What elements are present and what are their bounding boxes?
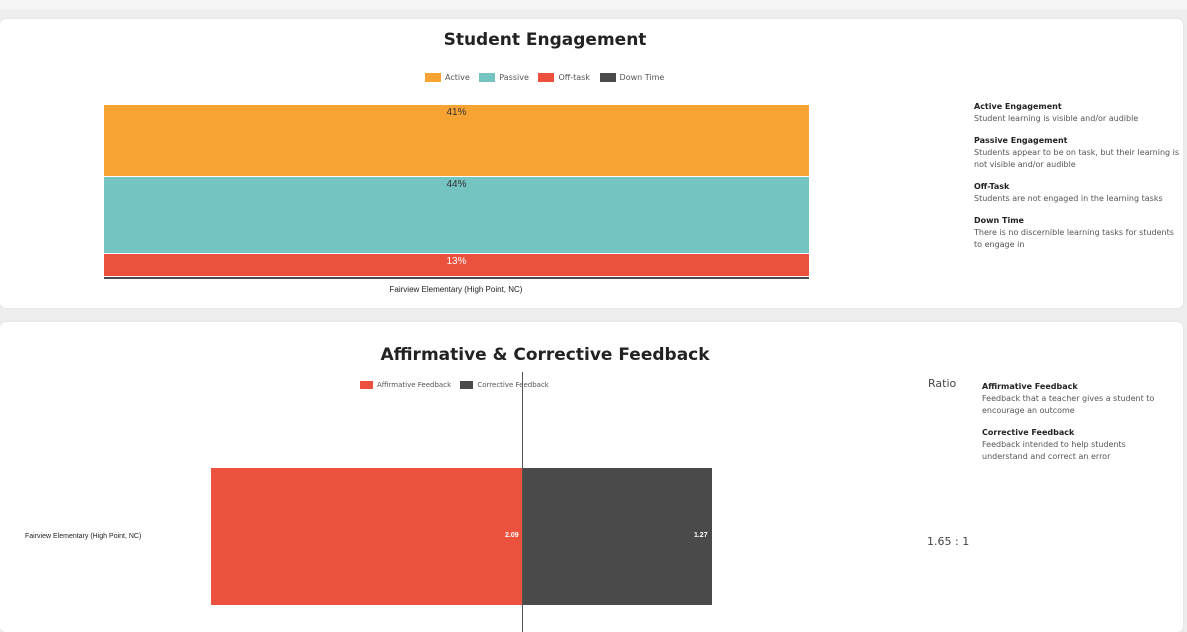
engagement-data-label: 13% bbox=[446, 256, 467, 268]
engagement-title: Student Engagement bbox=[443, 30, 647, 50]
feedback-center-axis bbox=[522, 372, 523, 632]
def-desc-passive: Students appear to be on task, but their… bbox=[974, 148, 1180, 169]
def-desc-active: Student learning is visible and/or audib… bbox=[974, 114, 1139, 123]
feedback-bar-corrective[interactable] bbox=[523, 468, 712, 605]
feedback-category-label: Fairview Elementary (High Point, NC) bbox=[25, 533, 142, 540]
ratio-heading: Ratio bbox=[928, 377, 957, 390]
legend-item-off-task[interactable]: Off-task bbox=[538, 73, 590, 82]
engagement-card: Student Engagement Active Passive Off-ta… bbox=[0, 19, 1183, 308]
def-desc-down-time: There is no discernible learning tasks f… bbox=[974, 228, 1174, 249]
def-desc-corrective: Feedback intended to help students under… bbox=[982, 440, 1126, 461]
legend-swatch-down-time bbox=[599, 73, 616, 82]
engagement-segment-passive[interactable] bbox=[104, 177, 809, 255]
feedback-definitions: Affirmative Feedback Feedback that a tea… bbox=[982, 381, 1172, 473]
def-term-active: Active Engagement bbox=[974, 102, 1062, 111]
engagement-data-label: 44% bbox=[446, 179, 467, 191]
feedback-data-label-affirmative: 2.09 bbox=[505, 531, 519, 539]
legend-item-affirmative[interactable]: Affirmative Feedback bbox=[360, 381, 451, 389]
legend-swatch-corrective bbox=[460, 381, 474, 389]
legend-item-active[interactable]: Active bbox=[425, 73, 470, 82]
engagement-segment-down-time[interactable] bbox=[104, 277, 809, 280]
feedback-data-label-corrective: 1.27 bbox=[693, 531, 708, 539]
engagement-segment-off-task[interactable] bbox=[104, 254, 809, 278]
def-term-affirmative: Affirmative Feedback bbox=[982, 382, 1078, 391]
def-term-off-task: Off-Task bbox=[974, 182, 1010, 191]
def-desc-off-task: Students are not engaged in the learning… bbox=[974, 194, 1163, 203]
engagement-data-label: 41% bbox=[446, 107, 467, 118]
engagement-category-label: Fairview Elementary (High Point, NC) bbox=[389, 285, 523, 294]
def-desc-affirmative: Feedback that a teacher gives a student … bbox=[982, 394, 1155, 415]
engagement-legend: Active Passive Off-task Down Time bbox=[425, 73, 671, 82]
def-term-passive: Passive Engagement bbox=[974, 136, 1068, 145]
engagement-segment-active[interactable] bbox=[104, 105, 809, 178]
legend-item-passive[interactable]: Passive bbox=[479, 73, 529, 82]
top-strip bbox=[0, 0, 1187, 10]
legend-swatch-active bbox=[425, 73, 441, 82]
feedback-title: Affirmative & Corrective Feedback bbox=[380, 345, 710, 365]
feedback-card: Affirmative & Corrective Feedback Affirm… bbox=[0, 322, 1183, 632]
def-term-corrective: Corrective Feedback bbox=[982, 428, 1075, 437]
legend-swatch-off-task bbox=[538, 73, 555, 82]
ratio-value: 1.65 : 1 bbox=[927, 535, 970, 548]
legend-swatch-passive bbox=[479, 73, 496, 82]
legend-swatch-affirmative bbox=[360, 381, 373, 389]
def-term-down-time: Down Time bbox=[974, 216, 1024, 225]
feedback-bar-affirmative[interactable] bbox=[211, 468, 522, 605]
engagement-definitions: Active Engagement Student learning is vi… bbox=[974, 101, 1184, 261]
legend-item-down-time[interactable]: Down Time bbox=[599, 73, 664, 82]
legend-item-corrective[interactable]: Corrective Feedback bbox=[460, 381, 549, 389]
feedback-legend: Affirmative Feedback Corrective Feedback bbox=[360, 381, 556, 389]
